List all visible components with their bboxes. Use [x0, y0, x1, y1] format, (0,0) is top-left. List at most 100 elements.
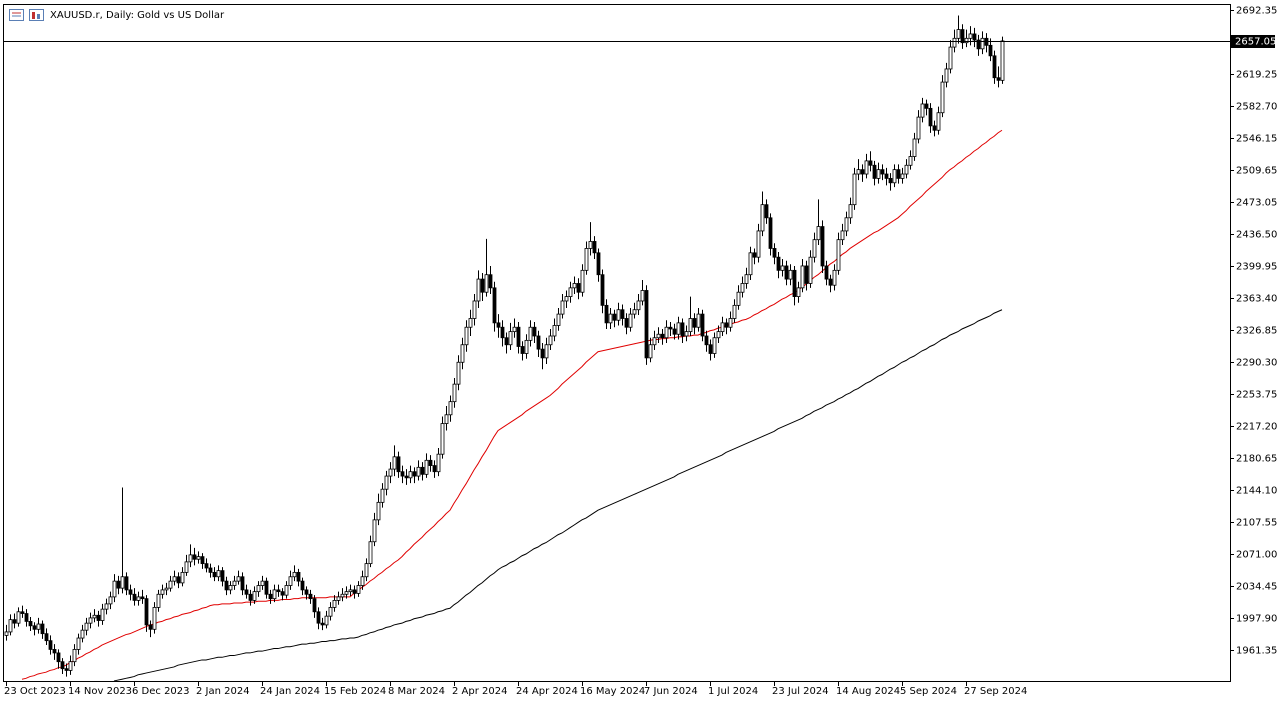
candle-body — [344, 591, 349, 595]
candle-body — [412, 471, 417, 477]
candle-body — [180, 571, 185, 584]
candle-body — [208, 567, 213, 573]
candle-body — [196, 556, 201, 560]
candle-body — [8, 619, 13, 633]
candle-body — [844, 217, 849, 232]
y-tick-label: 2399.95 — [1236, 262, 1277, 273]
candle-body — [768, 217, 773, 249]
candle-body — [404, 475, 409, 479]
y-tick-label: 2509.65 — [1236, 166, 1277, 177]
candle-body — [696, 313, 701, 328]
candle-body — [460, 344, 465, 363]
candle-body — [312, 598, 317, 613]
candle-body — [712, 337, 717, 354]
candle-body — [96, 614, 101, 621]
candle-body — [864, 160, 869, 175]
candle-body — [752, 252, 757, 258]
candle-body — [516, 326, 521, 347]
y-tick-label: 2290.30 — [1236, 358, 1277, 369]
last-price-box — [1231, 35, 1275, 48]
candle-body — [992, 55, 997, 79]
candle-body — [320, 622, 325, 626]
candle-body — [296, 571, 301, 582]
y-tick-label: 2034.45 — [1236, 582, 1277, 593]
candle-body — [48, 640, 53, 650]
candle-body — [408, 471, 413, 479]
candle-body — [64, 668, 69, 671]
candle-body — [736, 291, 741, 306]
candle-body — [880, 169, 885, 175]
candle-body — [156, 593, 161, 608]
candle-body — [496, 322, 501, 328]
x-tick-label: 23 Jul 2024 — [772, 686, 829, 697]
candle-body — [500, 326, 505, 339]
candle-body — [232, 580, 237, 586]
candle-body — [556, 313, 561, 326]
candle-body — [976, 39, 981, 50]
candle-body — [388, 468, 393, 477]
x-tick-label: 14 Nov 2023 — [68, 686, 132, 697]
candle-body — [224, 580, 229, 591]
candle-body — [680, 322, 685, 337]
candle-body — [632, 309, 637, 315]
y-tick-label: 2071.00 — [1236, 550, 1277, 561]
candle-body — [416, 466, 421, 477]
candle-body — [68, 661, 73, 671]
candle-body — [148, 624, 153, 630]
icon-list — [9, 9, 24, 21]
candle-body — [704, 335, 709, 346]
candle-body — [368, 541, 373, 565]
candle-body — [528, 326, 533, 341]
candle-body — [300, 580, 305, 591]
candle-body — [432, 465, 437, 473]
candle-body — [592, 241, 597, 254]
candle-body — [428, 459, 433, 466]
y-tick-label: 2217.20 — [1236, 422, 1277, 433]
x-tick-label: 2 Apr 2024 — [452, 686, 507, 697]
candle-body — [100, 608, 105, 621]
y-tick-label: 2692.35 — [1236, 6, 1277, 17]
x-tick-label: 7 Jun 2024 — [644, 686, 698, 697]
candle-body — [684, 331, 689, 337]
candle-body — [936, 112, 941, 131]
candle-body — [356, 585, 361, 594]
candle-body — [172, 576, 177, 582]
candle-body — [240, 576, 245, 591]
candle-body — [868, 160, 873, 166]
candle-body — [776, 256, 781, 271]
candle-body — [744, 274, 749, 284]
candle-body — [636, 300, 641, 311]
candle-body — [640, 290, 645, 302]
candle-body — [36, 623, 41, 630]
candle-body — [420, 466, 425, 475]
candle-body — [916, 116, 921, 140]
y-tick-label: 2546.15 — [1236, 134, 1277, 145]
candle-body — [952, 37, 957, 48]
candle-body — [964, 37, 969, 44]
symbol-icons — [9, 9, 44, 21]
icon-bar — [37, 14, 40, 19]
candle-body — [740, 283, 745, 293]
y-tick-label: 2619.25 — [1236, 70, 1277, 81]
candle-body — [764, 204, 769, 219]
candle-body — [688, 318, 693, 333]
candle-body — [332, 600, 337, 608]
candle-body — [124, 576, 129, 591]
candle-body — [652, 337, 657, 346]
candle-body — [468, 318, 473, 328]
candle-body — [600, 274, 605, 306]
candle-body — [120, 576, 125, 589]
candle-body — [624, 318, 629, 328]
candle-body — [392, 456, 397, 470]
candle-body — [24, 613, 29, 622]
candle-body — [248, 593, 253, 601]
candle-body — [552, 325, 557, 337]
candle-body — [56, 652, 61, 663]
x-tick-label: 8 Mar 2024 — [388, 686, 445, 697]
candle-body — [800, 265, 805, 289]
candle-body — [996, 77, 1001, 81]
y-tick-label: 2436.50 — [1236, 230, 1277, 241]
